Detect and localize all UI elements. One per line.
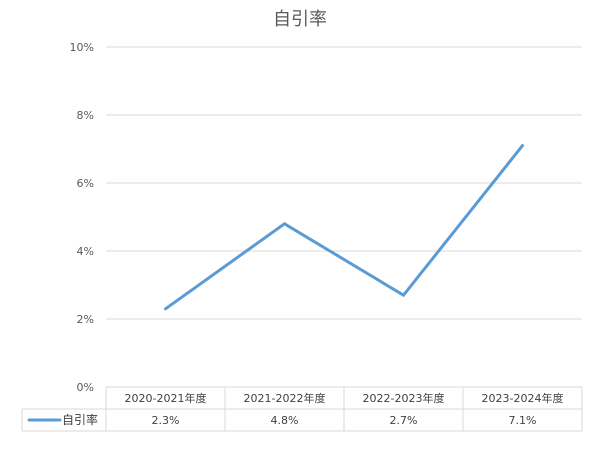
y-tick-label: 8% (77, 109, 94, 122)
x-category-label: 2023-2024年度 (482, 391, 564, 405)
y-axis: 0% 2% 4% 6% 8% 10% (70, 41, 94, 394)
series-line (164, 144, 524, 311)
y-tick-label: 10% (70, 41, 94, 54)
legend-label: 自引率 (62, 412, 98, 427)
y-tick-label: 2% (77, 313, 94, 326)
data-table-value: 2.3% (152, 414, 180, 427)
y-tick-label: 4% (77, 245, 94, 258)
series-layer (164, 144, 524, 311)
x-category-label: 2021-2022年度 (244, 391, 326, 405)
data-table-value: 4.8% (271, 414, 299, 427)
y-tick-label: 0% (77, 381, 94, 394)
x-category-label: 2020-2021年度 (125, 391, 207, 405)
data-table-value: 7.1% (509, 414, 537, 427)
chart-title: 自引率 (273, 9, 327, 30)
x-category-label: 2022-2023年度 (363, 391, 445, 405)
y-tick-label: 6% (77, 177, 94, 190)
data-table-value: 2.7% (390, 414, 418, 427)
data-table: 2020-2021年度 2021-2022年度 2022-2023年度 2023-20… (21, 386, 583, 432)
grid-lines (106, 46, 582, 388)
